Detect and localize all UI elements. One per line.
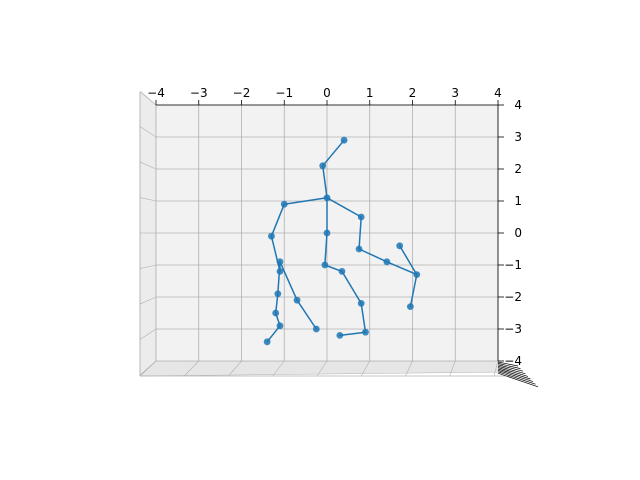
z-axis-ticks: −4 −3 −2 −1 0 1 2 3 4	[498, 98, 522, 368]
skeleton-segment	[341, 270, 362, 305]
x-depth-gridline	[228, 360, 242, 377]
skeleton-point	[340, 136, 348, 144]
skeleton-point	[362, 328, 369, 336]
z-tick-label: −1	[504, 258, 522, 272]
depth-tick-mark	[497, 365, 526, 375]
depth-tick-mark	[497, 367, 529, 377]
left-pane	[139, 91, 157, 377]
z-depth-gridline	[139, 126, 157, 138]
skeleton-segment	[321, 139, 345, 167]
x-tick-label: −2	[233, 86, 251, 100]
z-depth-gridline	[139, 296, 157, 305]
skeleton-segment	[409, 273, 418, 308]
skeleton-segment	[339, 331, 367, 337]
skeleton-segment	[358, 216, 362, 250]
skeleton-point	[312, 325, 320, 333]
depth-tick-mark	[497, 361, 519, 367]
depth-tick-mark	[497, 372, 539, 388]
skeleton-point	[406, 303, 414, 310]
skeleton-segment	[326, 197, 362, 218]
z-tick-label: 4	[514, 98, 522, 112]
skeleton-segment	[279, 261, 298, 301]
skeleton-point	[323, 229, 331, 237]
skeleton-point	[280, 200, 288, 208]
depth-tick-mark	[497, 370, 534, 382]
skeleton-point	[396, 242, 404, 250]
x-depth-gridline	[184, 360, 199, 377]
z-tick-label: 0	[514, 226, 522, 240]
z-depth-gridline	[139, 161, 157, 170]
skeleton-point	[276, 258, 284, 266]
skeleton-segment	[296, 299, 318, 330]
x-depth-gridline	[405, 360, 413, 377]
z-depth-gridline	[139, 197, 157, 202]
x-tick-label: 2	[409, 86, 417, 100]
skeleton-segment	[386, 261, 418, 276]
skeleton-point	[319, 162, 327, 170]
skeleton-segment	[324, 232, 328, 266]
skeleton-point	[357, 213, 365, 221]
depth-axis-ticks	[497, 361, 539, 388]
z-tick-label: −2	[504, 290, 522, 304]
x-tick-label: −3	[190, 86, 208, 100]
skeleton-point	[268, 232, 275, 240]
x-tick-label: 3	[451, 86, 459, 100]
x-depth-gridline	[360, 360, 371, 377]
skeleton-point	[336, 332, 344, 339]
z-depth-gridline	[139, 264, 157, 269]
z-tick-label: 2	[514, 162, 522, 176]
x-tick-label: −1	[275, 86, 293, 100]
x-depth-gridline	[316, 360, 328, 377]
skeleton-point	[263, 338, 271, 346]
z-tick-label: −4	[504, 354, 522, 368]
x-depth-gridline	[449, 360, 456, 377]
skeleton-point	[272, 309, 280, 317]
skeleton-points	[263, 136, 421, 346]
skeleton-segment	[270, 235, 281, 273]
skeleton-point	[276, 268, 284, 275]
skeleton-segment	[270, 203, 285, 237]
z-tick-label: 1	[514, 194, 522, 208]
skeleton-point	[338, 268, 346, 275]
skeleton-point	[274, 290, 282, 298]
x-tick-label: 0	[323, 86, 331, 100]
skeleton-point	[413, 271, 421, 278]
z-tick-label: 3	[514, 130, 522, 144]
depth-tick-mark	[497, 371, 536, 385]
x-tick-label: 4	[494, 86, 502, 100]
depth-tick-mark	[497, 363, 521, 369]
skeleton-point	[357, 300, 365, 307]
skeleton-segment	[360, 302, 367, 333]
z-tick-label: −3	[504, 322, 522, 336]
skeleton-point	[383, 258, 391, 266]
z-depth-gridline	[139, 90, 157, 106]
skeleton-point	[355, 245, 363, 253]
depth-tick-mark	[497, 364, 524, 372]
x-tick-label: −4	[147, 86, 165, 100]
z-depth-gridline	[139, 360, 157, 376]
skeleton-point	[321, 261, 329, 269]
x-depth-gridline	[272, 360, 285, 377]
x-axis-ticks: −4 −3 −2 −1 0 1 2 3 4	[147, 86, 502, 105]
x-depth-gridline	[493, 360, 499, 377]
skeleton-segment	[398, 245, 418, 276]
skeleton-point	[323, 194, 331, 202]
z-depth-gridline	[139, 328, 157, 340]
skeleton-segment	[277, 261, 281, 295]
depth-tick-mark	[497, 368, 531, 380]
skeleton-segment	[283, 197, 328, 205]
skeleton-segment	[358, 248, 388, 263]
skeleton-segment	[321, 165, 328, 199]
skeleton-point	[276, 322, 284, 330]
skeleton-segment	[266, 325, 281, 343]
x-tick-label: 1	[366, 86, 374, 100]
skeleton-point	[293, 296, 301, 304]
